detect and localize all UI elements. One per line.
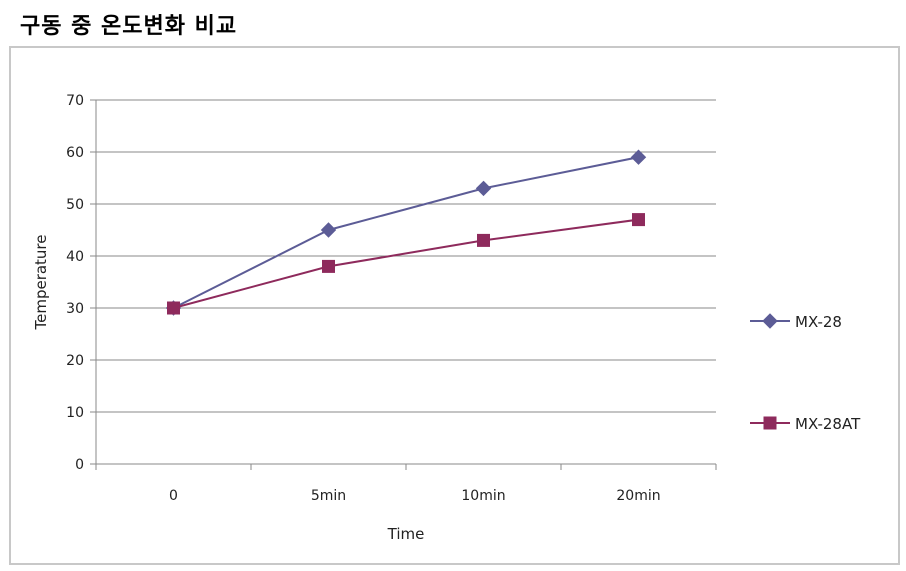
legend-marker: [762, 313, 778, 329]
y-tick-label: 10: [66, 405, 84, 421]
data-point: [167, 301, 180, 315]
x-tick-label: 10min: [461, 488, 505, 504]
x-tick-label: 5min: [311, 488, 346, 504]
x-axis-title: Time: [387, 525, 425, 543]
x-tick-label: 20min: [616, 488, 660, 504]
y-tick-label: 0: [75, 457, 84, 473]
data-point: [632, 213, 645, 227]
data-point: [320, 222, 337, 238]
legend-marker: [763, 416, 777, 430]
data-point: [477, 233, 490, 247]
axes: [90, 99, 717, 470]
y-axis-title: Temperature: [32, 234, 50, 330]
y-tick-label: 60: [66, 145, 84, 161]
y-tick-label: 40: [66, 249, 84, 265]
chart-frame: [9, 46, 900, 565]
series-group: [165, 149, 647, 316]
y-tick-labels: 0 10 20 30 40 50 60 70: [66, 93, 84, 473]
data-point: [322, 259, 335, 273]
series-line: [173, 218, 639, 309]
y-tick-label: 20: [66, 353, 84, 369]
series-line: [173, 156, 639, 309]
y-tick-label: 70: [66, 93, 84, 109]
legend-label: MX-28AT: [795, 415, 861, 433]
x-tick-label: 0: [169, 488, 178, 504]
data-point: [475, 180, 492, 197]
legend-label: MX-28: [795, 313, 842, 331]
data-point: [630, 149, 647, 165]
y-tick-label: 50: [66, 197, 84, 213]
gridlines: [96, 99, 716, 413]
y-tick-label: 30: [66, 301, 84, 317]
legend: MX-28 MX-28AT: [750, 313, 861, 433]
page-title: 구동 중 온도변화 비교: [20, 14, 238, 39]
x-tick-labels: 0 5min 10min 20min: [169, 488, 661, 504]
